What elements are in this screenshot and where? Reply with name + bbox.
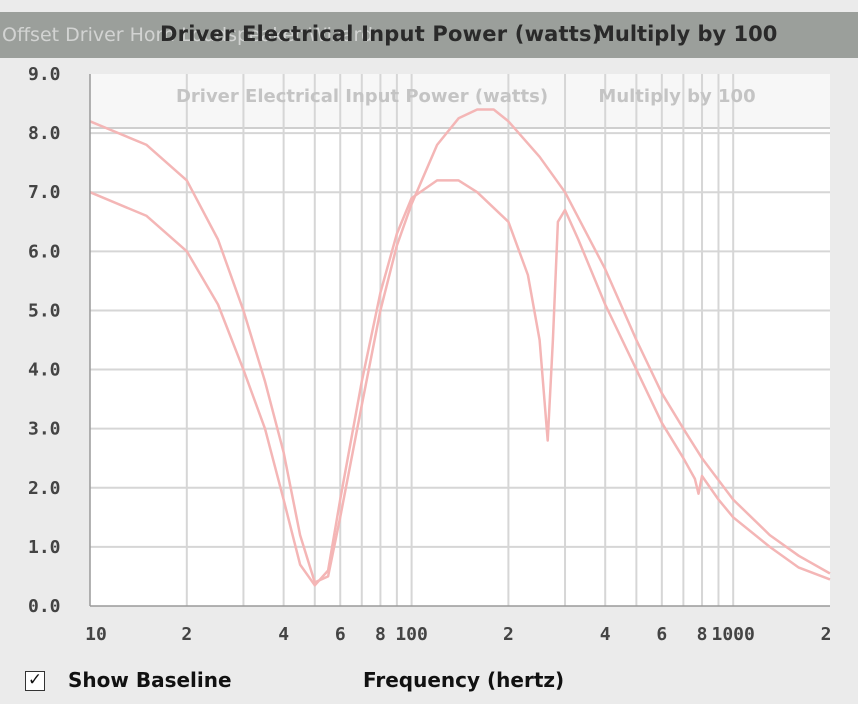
y-tick-label: 0.0 bbox=[28, 596, 61, 617]
show-baseline-checkbox[interactable]: ✓ bbox=[25, 671, 45, 691]
y-tick-label: 4.0 bbox=[28, 360, 61, 381]
series-group bbox=[89, 108, 831, 587]
plot-title: Driver Electrical Input Power (watts) bbox=[176, 86, 548, 107]
x-axis-label: Frequency (hertz) bbox=[363, 668, 565, 692]
x-tick-label: 8 bbox=[375, 624, 386, 645]
x-tick-label: 8 bbox=[697, 624, 708, 645]
y-tick-labels: 0.0 1.0 2.0 3.0 4.0 5.0 6.0 7.0 8.0 9.0 bbox=[28, 64, 61, 617]
title-bar: Offset Driver Horn Loudspeaker Wizard Dr… bbox=[0, 12, 858, 58]
show-baseline-label[interactable]: Show Baseline bbox=[68, 668, 232, 692]
power-chart: Driver Electrical Input Power (watts) Mu… bbox=[28, 64, 831, 645]
y-tick-label: 3.0 bbox=[28, 419, 61, 440]
y-tick-label: 9.0 bbox=[28, 64, 61, 85]
window-title: Offset Driver Horn Loudspeaker Wizard bbox=[2, 24, 374, 46]
x-tick-label: 4 bbox=[278, 624, 289, 645]
x-tick-label: 2 bbox=[821, 624, 832, 645]
y-tick-label: 1.0 bbox=[28, 537, 61, 558]
x-tick-label: 6 bbox=[656, 624, 667, 645]
y-tick-label: 5.0 bbox=[28, 300, 61, 321]
series-line-1 bbox=[89, 108, 831, 584]
plot-subtitle: Multiply by 100 bbox=[598, 86, 755, 107]
x-tick-label: 4 bbox=[600, 624, 611, 645]
header-chart-title: Driver Electrical Input Power (watts) bbox=[160, 22, 602, 46]
series-line-2 bbox=[89, 179, 831, 587]
y-tick-label: 7.0 bbox=[28, 182, 61, 203]
x-tick-label: 10 bbox=[85, 624, 107, 645]
x-tick-labels: 10 2 4 6 8 100 2 4 6 8 1000 2 bbox=[85, 624, 831, 645]
y-tick-label: 2.0 bbox=[28, 478, 61, 499]
x-tick-label: 100 bbox=[395, 624, 428, 645]
bottom-bar: ✓ Show Baseline Frequency (hertz) bbox=[0, 660, 858, 704]
x-tick-label: 2 bbox=[503, 624, 514, 645]
y-tick-label: 8.0 bbox=[28, 123, 61, 144]
plot-background bbox=[90, 74, 830, 606]
y-tick-label: 6.0 bbox=[28, 241, 61, 262]
x-tick-label: 1000 bbox=[712, 624, 755, 645]
x-tick-label: 6 bbox=[335, 624, 346, 645]
header-multiplier-note: Multiply by 100 bbox=[594, 22, 778, 46]
x-tick-label: 2 bbox=[181, 624, 192, 645]
